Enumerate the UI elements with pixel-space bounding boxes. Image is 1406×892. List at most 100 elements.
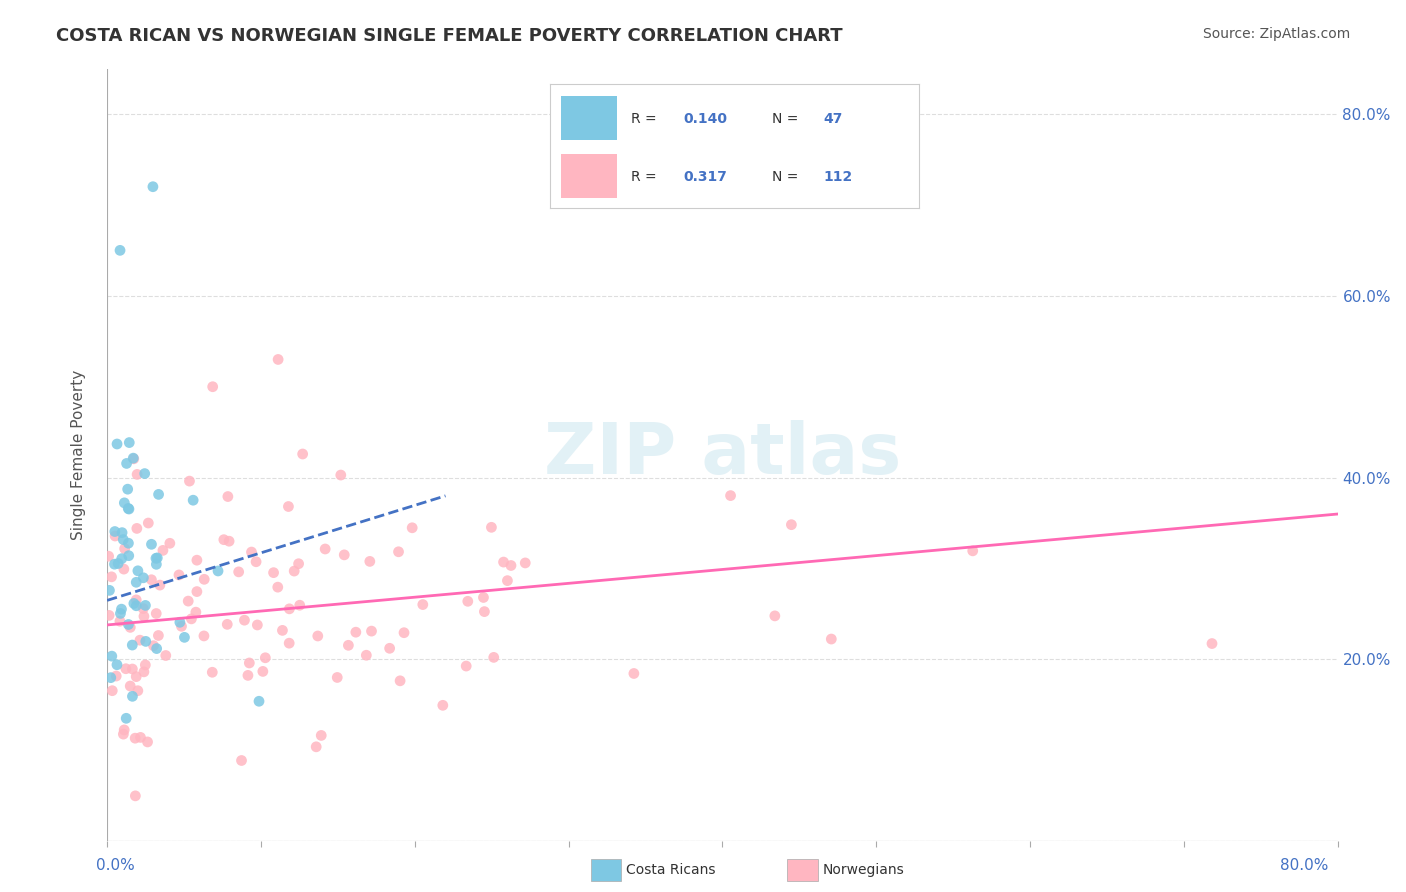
Norwegians [305,739,328,754]
Norwegians [104,529,127,543]
Norwegians [122,451,145,466]
Norwegians [356,648,378,663]
Norwegians [112,727,135,741]
Norwegians [228,565,250,579]
Text: 0.0%: 0.0% [96,858,135,872]
Norwegians [283,564,305,578]
Norwegians [125,593,148,607]
Costa Ricans [115,711,138,725]
Norwegians [515,556,537,570]
Costa Ricans [145,558,167,572]
Norwegians [720,489,742,503]
Norwegians [344,625,367,640]
Norwegians [307,629,329,643]
Norwegians [820,632,842,646]
Norwegians [186,584,208,599]
Costa Ricans [134,599,156,613]
Norwegians [149,578,172,592]
Norwegians [263,566,285,580]
Norwegians [115,662,138,676]
Costa Ricans [118,502,141,516]
Text: Source: ZipAtlas.com: Source: ZipAtlas.com [1202,27,1350,41]
Norwegians [201,665,224,680]
Costa Ricans [146,550,169,565]
Norwegians [329,468,352,483]
Norwegians [201,380,224,394]
Text: Norwegians: Norwegians [823,863,904,877]
Costa Ricans [145,551,167,566]
Norwegians [136,516,159,530]
Norwegians [125,521,148,535]
Y-axis label: Single Female Poverty: Single Female Poverty [72,370,86,540]
Norwegians [152,543,174,558]
Norwegians [267,352,290,367]
Norwegians [326,670,349,684]
Norwegians [277,500,299,514]
Norwegians [278,636,301,650]
Costa Ricans [115,457,138,471]
Norwegians [142,639,165,653]
Costa Ricans [108,244,131,258]
Costa Ricans [122,597,145,611]
Norwegians [401,521,423,535]
Costa Ricans [142,179,165,194]
Costa Ricans [111,551,134,566]
Norwegians [492,555,515,569]
Costa Ricans [145,641,167,656]
Norwegians [170,619,193,633]
Costa Ricans [118,549,141,563]
Norwegians [100,570,122,584]
Norwegians [155,648,177,663]
Norwegians [267,580,290,594]
Norwegians [124,789,146,803]
Costa Ricans [110,607,132,621]
Costa Ricans [105,437,128,451]
Norwegians [623,666,645,681]
Costa Ricans [100,671,122,685]
Norwegians [159,536,181,550]
Norwegians [179,474,201,488]
Costa Ricans [98,583,121,598]
Costa Ricans [141,537,163,551]
Costa Ricans [117,617,139,632]
Norwegians [129,633,152,648]
Costa Ricans [125,575,148,590]
Costa Ricans [125,599,148,613]
Text: Costa Ricans: Costa Ricans [626,863,716,877]
Norwegians [127,467,149,482]
Norwegians [124,731,146,746]
Norwegians [180,612,202,626]
Norwegians [184,605,207,619]
Norwegians [389,673,412,688]
Norwegians [271,624,294,638]
Norwegians [177,594,200,608]
Norwegians [218,534,240,549]
Costa Ricans [181,493,204,508]
Norwegians [120,679,142,693]
Norwegians [193,572,215,586]
Norwegians [186,553,208,567]
Norwegians [132,609,155,624]
Norwegians [148,628,170,642]
Norwegians [1201,636,1223,650]
Norwegians [105,669,128,683]
Norwegians [121,662,143,676]
Norwegians [254,650,277,665]
Norwegians [231,754,253,768]
Norwegians [780,517,803,532]
Norwegians [132,601,155,615]
Costa Ricans [122,451,145,466]
Norwegians [212,533,235,547]
Norwegians [472,591,495,605]
Norwegians [236,668,259,682]
Costa Ricans [111,525,134,540]
Norwegians [132,665,155,679]
Norwegians [125,670,148,684]
Norwegians [112,562,135,576]
Norwegians [359,554,381,568]
Norwegians [167,568,190,582]
Norwegians [114,541,136,556]
Norwegians [252,665,274,679]
Norwegians [101,683,124,698]
Norwegians [97,549,120,564]
